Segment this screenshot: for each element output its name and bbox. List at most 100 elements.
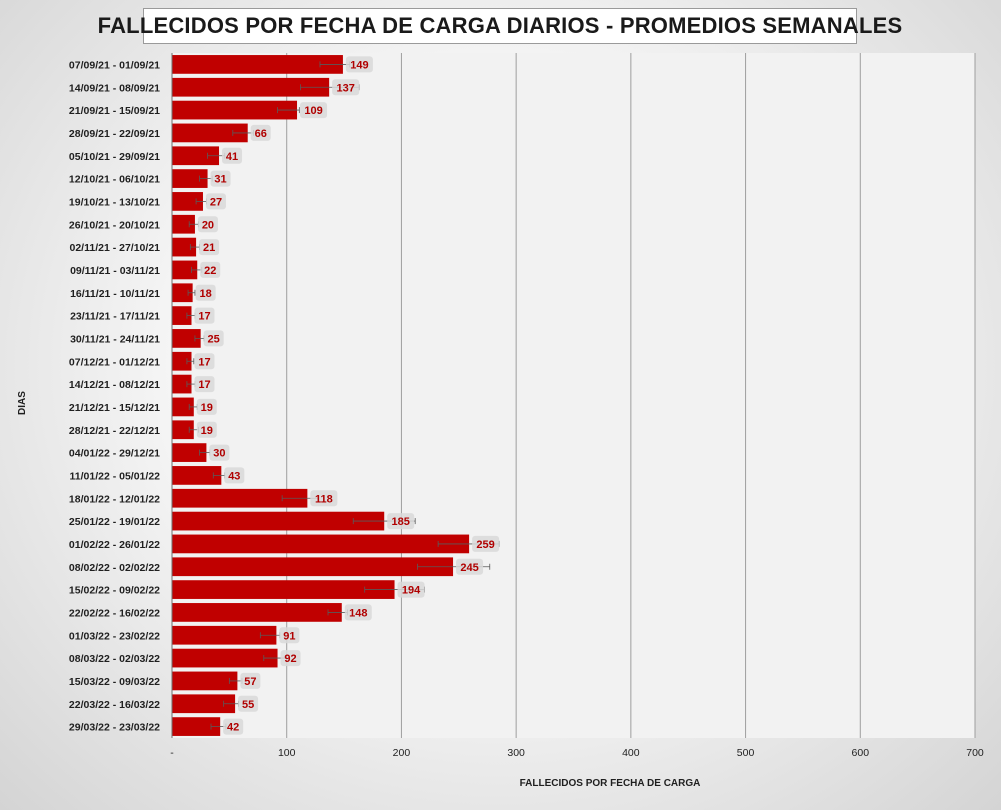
value-label: 66 [255,128,267,140]
category-label: 14/09/21 - 08/09/21 [69,82,160,94]
bar [172,694,236,714]
value-label: 185 [392,516,410,528]
value-labels-group: 1491371096641312720212218172517171919304… [194,56,500,735]
category-label: 29/03/22 - 23/03/22 [69,722,160,734]
chart-title: FALLECIDOS POR FECHA DE CARGA DIARIOS - … [98,8,902,44]
value-label-bg [196,421,217,438]
value-label-bg [240,672,261,689]
value-label-bg [197,216,218,233]
value-label: 27 [210,196,222,208]
bar [172,192,203,211]
value-label-bg [223,718,244,735]
bar [172,534,470,554]
gridlines [286,53,976,738]
bar [172,557,454,577]
category-label: 18/01/22 - 12/01/22 [69,493,160,505]
value-label: 118 [315,493,333,505]
value-label-bg [222,147,243,164]
category-label: 08/03/22 - 02/03/22 [69,653,160,665]
value-label-bg [194,376,215,393]
value-label-bg [210,170,231,187]
value-label: 19 [201,425,213,437]
bar [172,260,198,280]
value-label-bg [250,124,271,141]
category-label: 30/11/21 - 24/11/21 [70,333,160,345]
value-label-bg [203,330,224,347]
x-tick-label: 300 [507,747,525,759]
value-label: 148 [349,607,367,619]
x-axis-title: FALLECIDOS POR FECHA DE CARGA [520,778,701,789]
category-label: 22/03/22 - 16/03/22 [69,699,160,711]
value-label: 57 [244,676,256,688]
value-label-bg [310,490,338,507]
bar [172,100,298,120]
bar [172,397,194,417]
bar [172,306,192,325]
value-label: 194 [402,585,421,597]
value-label: 137 [336,82,354,94]
value-label: 41 [226,151,238,163]
bar [172,214,195,234]
category-label: 21/12/21 - 15/12/21 [69,402,160,414]
x-tick-label: 500 [737,747,755,759]
bar [172,329,201,348]
category-label: 25/01/22 - 19/01/22 [69,516,160,528]
category-label: 07/12/21 - 01/12/21 [69,356,160,368]
category-label: 04/01/22 - 29/12/21 [69,448,160,460]
bar [172,77,330,97]
value-label-bg [397,581,425,598]
x-tick-label: 700 [966,747,984,759]
bar [172,55,343,74]
value-label: 17 [198,311,210,323]
value-label: 92 [284,653,296,665]
value-label-bg [387,513,415,530]
category-label: 21/09/21 - 15/09/21 [69,105,160,117]
category-label: 28/09/21 - 22/09/21 [69,128,160,140]
plot-area [172,53,975,738]
value-label-bg [200,261,221,278]
value-label-bg [209,444,230,461]
category-label: 07/09/21 - 01/09/21 [69,59,160,71]
value-label: 22 [204,265,216,277]
category-label: 12/10/21 - 06/10/21 [69,174,160,186]
bar [172,351,192,371]
value-label: 55 [242,699,254,711]
category-labels-group: 07/09/21 - 01/09/21 14/09/21 - 08/09/21 21… [69,59,160,733]
category-label: 08/02/22 - 02/02/22 [69,562,160,574]
value-label-bg [195,284,216,301]
bar [172,123,248,143]
value-label-bg [196,398,217,415]
category-label: 15/02/22 - 09/02/22 [69,585,160,597]
category-label: 02/11/21 - 27/10/21 [70,242,161,254]
category-label: 14/12/21 - 08/12/21 [69,379,160,391]
category-label: 26/10/21 - 20/10/21 [69,219,160,231]
value-label: 91 [283,630,295,642]
x-tick-label: - [170,747,174,759]
bar [172,603,342,622]
bar [172,374,192,394]
value-label-bg [472,535,500,552]
value-label-bg [199,239,220,256]
value-label: 31 [214,174,226,186]
bar [172,717,221,736]
category-label: 19/10/21 - 13/10/21 [69,196,160,208]
value-label-bg [224,467,245,484]
bar [172,511,385,531]
bar [172,443,207,462]
value-label: 30 [213,448,225,460]
value-label: 17 [198,356,210,368]
bar [172,420,194,440]
x-tick-label: 600 [852,747,870,759]
value-label: 18 [200,288,212,300]
value-label: 20 [202,219,214,231]
bar [172,237,197,257]
value-label: 245 [460,562,478,574]
value-label-bg [205,193,226,210]
category-label: 01/03/22 - 23/02/22 [69,630,160,642]
value-label: 43 [228,470,240,482]
category-label: 05/10/21 - 29/09/21 [69,151,160,163]
bar [172,580,395,599]
x-tick-labels-group: - 100 200 300 400 500 600 700 [170,747,984,759]
value-label: 17 [198,379,210,391]
